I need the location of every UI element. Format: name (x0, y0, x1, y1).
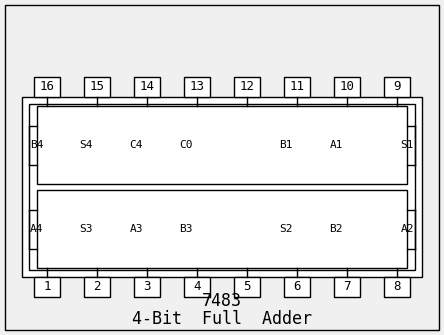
Text: A1: A1 (329, 140, 343, 150)
Bar (29, 104, 415, 270)
Text: S3: S3 (79, 224, 93, 234)
Text: B2: B2 (329, 224, 343, 234)
Text: 9: 9 (393, 80, 401, 93)
Bar (284, 77, 310, 97)
Text: S2: S2 (280, 224, 293, 234)
Text: C4: C4 (130, 140, 143, 150)
Text: S4: S4 (79, 140, 93, 150)
Bar (37, 106, 407, 184)
Text: 5: 5 (243, 280, 251, 293)
Bar (134, 77, 160, 97)
Bar (134, 277, 160, 297)
Bar (384, 277, 410, 297)
Text: B3: B3 (179, 224, 193, 234)
Bar (284, 277, 310, 297)
Bar (22, 97, 422, 277)
Text: A3: A3 (130, 224, 143, 234)
Text: 14: 14 (139, 80, 155, 93)
Text: S1: S1 (400, 140, 414, 150)
Bar (34, 277, 60, 297)
Text: 6: 6 (293, 280, 301, 293)
Text: 16: 16 (40, 80, 55, 93)
Text: B1: B1 (280, 140, 293, 150)
Bar (384, 77, 410, 97)
Text: 7: 7 (343, 280, 351, 293)
Bar (184, 77, 210, 97)
Bar (84, 77, 110, 97)
Text: 3: 3 (143, 280, 151, 293)
Bar (37, 190, 407, 268)
Text: 7483: 7483 (202, 292, 242, 310)
Text: 11: 11 (289, 80, 305, 93)
Bar (184, 277, 210, 297)
Text: 1: 1 (43, 280, 51, 293)
Text: 12: 12 (239, 80, 254, 93)
Bar (234, 77, 260, 97)
Text: 15: 15 (90, 80, 104, 93)
Text: C0: C0 (179, 140, 193, 150)
Text: A2: A2 (400, 224, 414, 234)
Text: 8: 8 (393, 280, 401, 293)
Text: B4: B4 (30, 140, 44, 150)
Text: 4-Bit  Full  Adder: 4-Bit Full Adder (132, 310, 312, 328)
Bar (334, 277, 360, 297)
Text: 13: 13 (190, 80, 205, 93)
Bar (234, 277, 260, 297)
Text: 4: 4 (193, 280, 201, 293)
Text: 10: 10 (340, 80, 354, 93)
Bar (84, 277, 110, 297)
Bar (34, 77, 60, 97)
Text: 2: 2 (93, 280, 101, 293)
Bar (334, 77, 360, 97)
Text: A4: A4 (30, 224, 44, 234)
